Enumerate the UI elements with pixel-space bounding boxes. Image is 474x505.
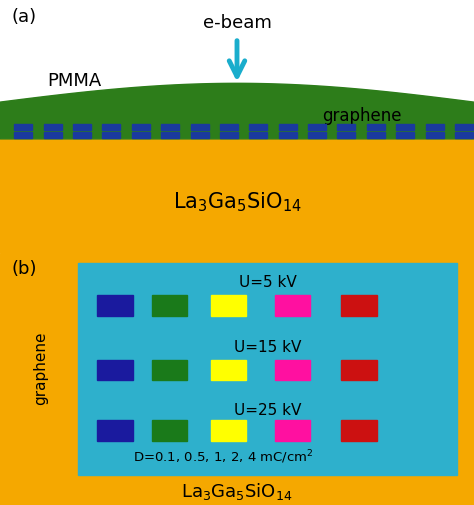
Bar [341,360,377,380]
Bar [78,263,457,475]
Bar [396,132,414,137]
Bar [275,420,310,440]
Bar [102,125,120,130]
Bar [132,125,150,130]
Bar [455,132,473,137]
Bar [102,132,120,137]
Bar [152,420,187,440]
Bar [97,360,133,380]
Bar [152,360,187,380]
Text: U=15 kV: U=15 kV [234,340,301,355]
Bar [341,420,377,440]
Bar [308,125,326,130]
Bar [211,420,246,440]
Bar [279,132,297,137]
Bar [341,295,377,316]
Bar [14,125,32,130]
Bar [279,125,297,130]
Text: graphene: graphene [33,332,48,406]
Bar [0,139,474,252]
Bar [211,295,246,316]
Bar [97,420,133,440]
Bar [275,295,310,316]
Text: U=25 kV: U=25 kV [234,403,301,418]
Bar [249,125,267,130]
Bar [191,132,209,137]
Bar [132,132,150,137]
Bar [97,295,133,316]
Text: D=0.1, 0.5, 1, 2, 4 mC/cm$^2$: D=0.1, 0.5, 1, 2, 4 mC/cm$^2$ [133,448,313,466]
Bar [73,132,91,137]
Text: U=5 kV: U=5 kV [239,275,297,290]
Bar [455,125,473,130]
Bar [44,132,62,137]
Text: $\mathrm{La_3Ga_5SiO_{14}}$: $\mathrm{La_3Ga_5SiO_{14}}$ [173,190,301,214]
Bar [161,132,179,137]
Bar [275,360,310,380]
Bar [44,125,62,130]
Text: graphene: graphene [322,107,402,125]
Bar [426,125,444,130]
Bar [152,295,187,316]
Bar [220,125,238,130]
Bar [211,360,246,380]
Bar [220,132,238,137]
Text: PMMA: PMMA [47,72,101,90]
Bar [249,132,267,137]
Bar [191,125,209,130]
Bar [367,125,385,130]
Polygon shape [0,83,474,139]
Text: $\mathrm{La_3Ga_5SiO_{14}}$: $\mathrm{La_3Ga_5SiO_{14}}$ [181,481,293,501]
Bar [337,132,356,137]
Text: (b): (b) [12,260,37,278]
Text: e-beam: e-beam [202,14,272,32]
Bar [337,125,356,130]
Bar [426,132,444,137]
Bar [14,132,32,137]
Text: (a): (a) [12,8,37,26]
Bar [161,125,179,130]
Bar [367,132,385,137]
Bar [308,132,326,137]
Bar [396,125,414,130]
Bar [73,125,91,130]
